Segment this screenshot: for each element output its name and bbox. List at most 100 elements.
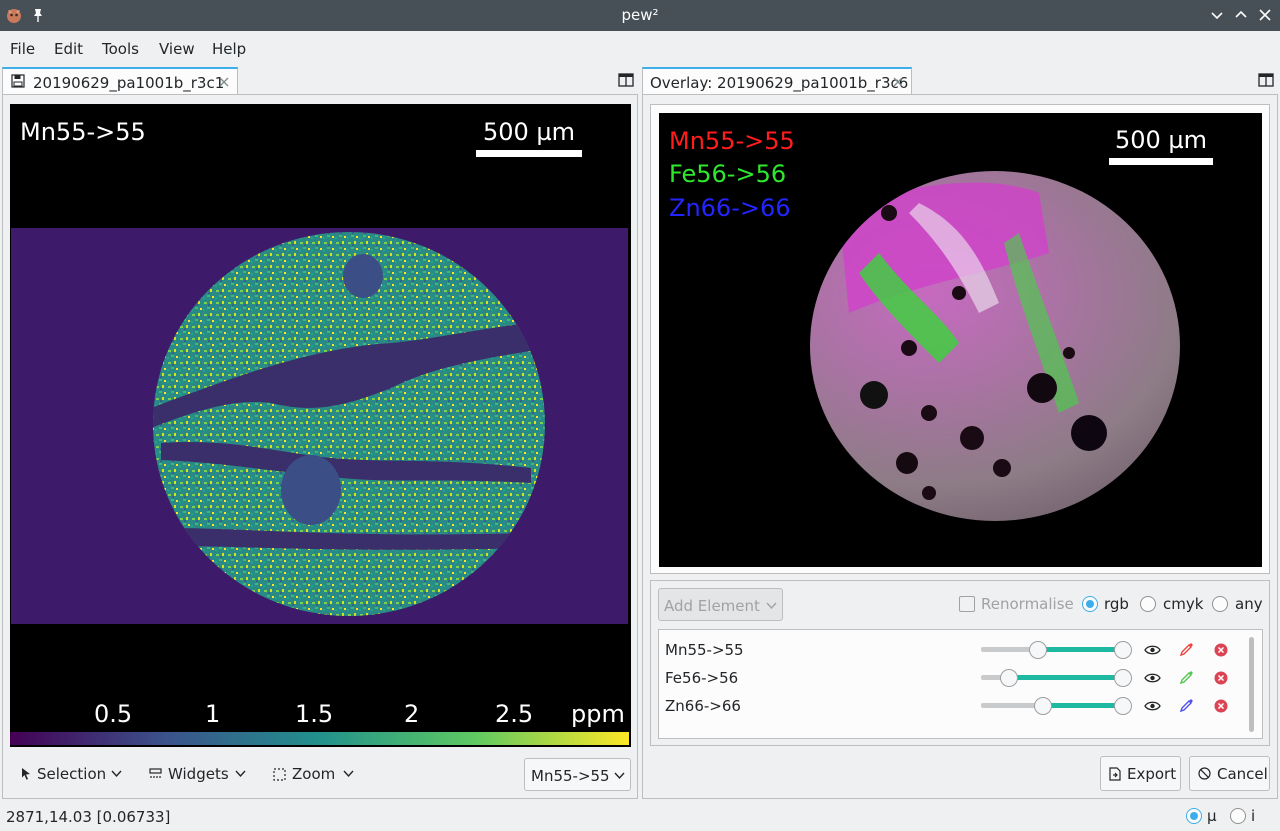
mode-cmyk-radio[interactable] bbox=[1140, 596, 1156, 612]
selection-button[interactable]: Selection bbox=[18, 758, 130, 790]
unit-mu-label: μ bbox=[1207, 807, 1217, 825]
list-scrollbar[interactable] bbox=[1249, 637, 1254, 732]
menu-help[interactable]: Help bbox=[212, 40, 247, 58]
widgets-button[interactable]: Widgets bbox=[144, 758, 252, 790]
title-bar: pew² bbox=[0, 0, 1280, 31]
range-slider-fill bbox=[1009, 675, 1123, 680]
maximize-icon[interactable] bbox=[1232, 6, 1250, 24]
add-element-label: Add Element bbox=[664, 597, 760, 615]
cursor-arrow-icon bbox=[22, 768, 30, 780]
tab-left-document[interactable]: 20190629_pa1001b_r3c1 bbox=[2, 67, 238, 95]
visibility-eye-icon[interactable] bbox=[1144, 700, 1161, 712]
zoom-label: Zoom bbox=[292, 765, 336, 783]
range-slider-fill bbox=[1043, 703, 1123, 708]
remove-element-icon[interactable] bbox=[1214, 671, 1228, 685]
mode-any-radio[interactable] bbox=[1212, 596, 1228, 612]
window-title: pew² bbox=[621, 6, 659, 24]
overlay-scalebar bbox=[1109, 158, 1213, 165]
colorbar-tick-3: 2 bbox=[404, 700, 420, 728]
element-select[interactable]: Mn55->55 bbox=[524, 758, 631, 791]
range-slider-high-handle[interactable] bbox=[1114, 697, 1132, 715]
overlay-composite-image bbox=[810, 171, 1180, 521]
close-window-icon[interactable] bbox=[1256, 6, 1274, 24]
range-slider-high-handle[interactable] bbox=[1114, 641, 1132, 659]
split-view-icon[interactable] bbox=[618, 73, 634, 87]
element-row-name: Fe56->56 bbox=[665, 669, 739, 687]
close-tab-icon[interactable] bbox=[217, 75, 231, 89]
left-scalebar-label: 500 µm bbox=[482, 118, 576, 146]
chevron-down-icon bbox=[235, 770, 246, 778]
widgets-label: Widgets bbox=[168, 765, 229, 783]
element-select-value: Mn55->55 bbox=[531, 767, 610, 785]
color-picker-icon[interactable] bbox=[1179, 698, 1194, 713]
renormalise-label: Renormalise bbox=[981, 595, 1074, 613]
visibility-eye-icon[interactable] bbox=[1144, 672, 1161, 684]
selection-label: Selection bbox=[37, 765, 107, 783]
tab-overlay-label: Overlay: 20190629_pa1001b_r3c6 bbox=[650, 74, 909, 92]
element-row-name: Zn66->66 bbox=[665, 697, 741, 715]
mode-rgb-label: rgb bbox=[1104, 595, 1129, 613]
menu-bar: File Edit Tools View Help bbox=[0, 31, 1280, 65]
cursor-coordinates: 2871,14.03 [0.06733] bbox=[6, 808, 171, 826]
element-list bbox=[658, 629, 1263, 739]
status-bar: 2871,14.03 [0.06733] μ i bbox=[0, 802, 1280, 831]
overlay-label-zn: Zn66->66 bbox=[669, 194, 791, 222]
menu-view[interactable]: View bbox=[159, 40, 195, 58]
left-element-label: Mn55->55 bbox=[20, 118, 146, 146]
save-icon bbox=[11, 74, 25, 88]
viridis-map-image bbox=[11, 228, 628, 624]
tab-overlay[interactable]: Overlay: 20190629_pa1001b_r3c6 bbox=[642, 67, 912, 95]
color-picker-icon[interactable] bbox=[1179, 642, 1194, 657]
export-icon bbox=[1109, 767, 1121, 781]
close-tab-icon[interactable] bbox=[891, 75, 905, 89]
overlay-label-mn: Mn55->55 bbox=[669, 127, 795, 155]
mode-cmyk-label: cmyk bbox=[1163, 595, 1204, 613]
cancel-label: Cancel bbox=[1217, 765, 1268, 783]
unit-mu-radio[interactable] bbox=[1186, 808, 1202, 824]
tab-left-label: 20190629_pa1001b_r3c1 bbox=[33, 74, 225, 92]
range-slider-low-handle[interactable] bbox=[1034, 697, 1053, 715]
range-slider-low-handle[interactable] bbox=[1028, 641, 1047, 659]
element-row-name: Mn55->55 bbox=[665, 641, 744, 659]
viridis-colorbar bbox=[10, 732, 629, 745]
split-view-icon[interactable] bbox=[1258, 73, 1274, 87]
left-scalebar bbox=[476, 150, 582, 157]
menu-tools[interactable]: Tools bbox=[102, 40, 139, 58]
chevron-down-icon bbox=[343, 770, 354, 778]
mode-rgb-radio[interactable] bbox=[1082, 596, 1098, 612]
zoom-button[interactable]: Zoom bbox=[268, 758, 358, 790]
colorbar-tick-1: 1 bbox=[205, 700, 221, 728]
colorbar-tick-0: 0.5 bbox=[94, 700, 133, 728]
left-image-canvas[interactable]: Mn55->55 500 µm 0.5 1 1. bbox=[10, 104, 631, 747]
export-label: Export bbox=[1127, 765, 1177, 783]
cancel-icon bbox=[1198, 767, 1211, 780]
colorbar-tick-2: 1.5 bbox=[295, 700, 334, 728]
overlay-image-canvas[interactable]: Mn55->55 Fe56->56 Zn66->66 500 µm bbox=[659, 113, 1262, 567]
renormalise-checkbox[interactable] bbox=[959, 596, 975, 612]
chevron-down-icon bbox=[614, 772, 625, 780]
zoom-region-icon bbox=[273, 768, 286, 781]
pin-icon[interactable] bbox=[31, 7, 45, 23]
mode-any-label: any bbox=[1235, 595, 1263, 613]
unit-i-radio[interactable] bbox=[1230, 808, 1246, 824]
remove-element-icon[interactable] bbox=[1214, 699, 1228, 713]
overlay-label-fe: Fe56->56 bbox=[669, 160, 787, 188]
cancel-button[interactable]: Cancel bbox=[1189, 756, 1270, 791]
app-logo-icon bbox=[7, 9, 21, 23]
menu-edit[interactable]: Edit bbox=[54, 40, 84, 58]
unit-i-label: i bbox=[1251, 807, 1256, 825]
minimize-icon[interactable] bbox=[1208, 6, 1226, 24]
export-button[interactable]: Export bbox=[1100, 756, 1181, 791]
remove-element-icon[interactable] bbox=[1214, 643, 1228, 657]
colorbar-tick-4: 2.5 bbox=[495, 700, 534, 728]
widgets-icon bbox=[149, 768, 162, 778]
range-slider-low-handle[interactable] bbox=[1000, 669, 1019, 687]
visibility-eye-icon[interactable] bbox=[1144, 644, 1161, 656]
chevron-down-icon bbox=[111, 770, 122, 778]
menu-file[interactable]: File bbox=[10, 40, 36, 58]
overlay-scalebar-label: 500 µm bbox=[1114, 126, 1208, 154]
add-element-select[interactable]: Add Element bbox=[658, 588, 783, 621]
chevron-down-icon bbox=[766, 602, 777, 610]
color-picker-icon[interactable] bbox=[1179, 670, 1194, 685]
range-slider-high-handle[interactable] bbox=[1114, 669, 1132, 687]
